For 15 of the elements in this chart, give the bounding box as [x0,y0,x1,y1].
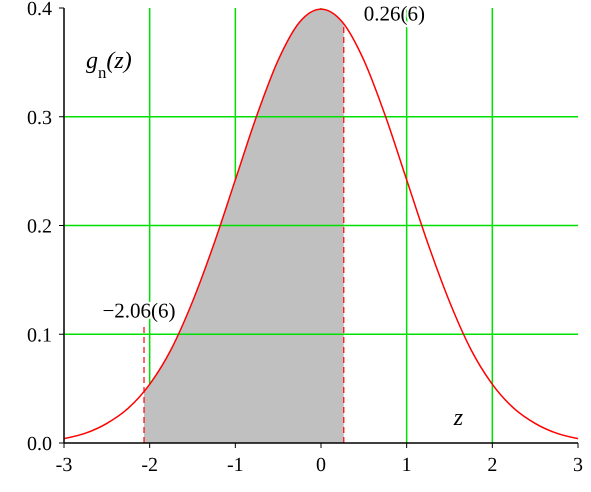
x-tick-label: -1 [226,454,244,476]
y-tick-label: 0.4 [27,0,52,20]
x-tick-label: 3 [573,454,583,476]
x-tick-label: 0 [316,454,326,476]
line-series [63,8,579,440]
x-tick-label: -2 [141,454,158,476]
y-tick-label: 0.1 [27,324,52,346]
x-tick-label: 1 [402,454,412,476]
x-axis-title: z [452,405,464,431]
y-tick-label: 0.3 [27,106,52,129]
y-tick-label: 0.0 [27,433,52,455]
x-tick-label: 2 [487,454,498,476]
y-tick-label: 0.2 [27,216,52,238]
y-axis-title: g$_{n}$(z) [86,48,132,82]
x-tick-label: -3 [56,454,72,476]
